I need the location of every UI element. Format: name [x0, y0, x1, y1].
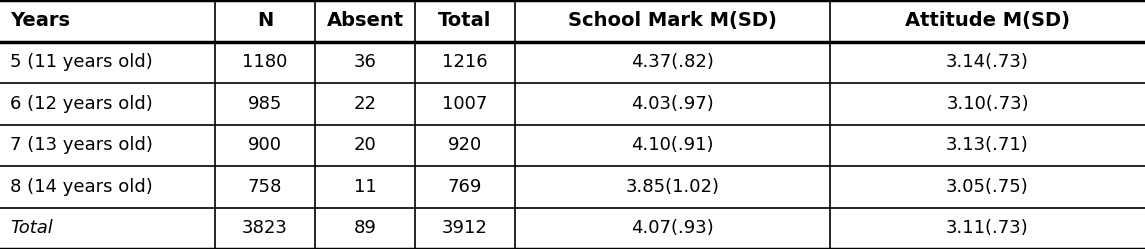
Text: 89: 89: [354, 219, 377, 237]
Text: 3.14(.73): 3.14(.73): [946, 53, 1029, 71]
Text: 3.05(.75): 3.05(.75): [946, 178, 1029, 196]
Text: 8 (14 years old): 8 (14 years old): [10, 178, 152, 196]
Text: 22: 22: [354, 95, 377, 113]
Text: N: N: [256, 11, 274, 30]
Text: 900: 900: [248, 136, 282, 154]
Text: 4.07(.93): 4.07(.93): [631, 219, 713, 237]
Text: 4.10(.91): 4.10(.91): [631, 136, 713, 154]
Text: 3.11(.73): 3.11(.73): [946, 219, 1029, 237]
Text: 20: 20: [354, 136, 377, 154]
Text: 758: 758: [247, 178, 282, 196]
Text: 3.85(1.02): 3.85(1.02): [625, 178, 719, 196]
Text: 769: 769: [448, 178, 482, 196]
Text: Years: Years: [10, 11, 70, 30]
Text: Attitude M(SD): Attitude M(SD): [905, 11, 1069, 30]
Text: Total: Total: [10, 219, 53, 237]
Text: 1007: 1007: [442, 95, 488, 113]
Text: 1216: 1216: [442, 53, 488, 71]
Text: 4.03(.97): 4.03(.97): [631, 95, 713, 113]
Text: Absent: Absent: [326, 11, 403, 30]
Text: Total: Total: [439, 11, 491, 30]
Text: 1180: 1180: [243, 53, 287, 71]
Text: 3912: 3912: [442, 219, 488, 237]
Text: 3823: 3823: [242, 219, 287, 237]
Text: 36: 36: [354, 53, 377, 71]
Text: 985: 985: [247, 95, 282, 113]
Text: 5 (11 years old): 5 (11 years old): [10, 53, 152, 71]
Text: 7 (13 years old): 7 (13 years old): [10, 136, 153, 154]
Text: 920: 920: [448, 136, 482, 154]
Text: 3.10(.73): 3.10(.73): [946, 95, 1029, 113]
Text: 6 (12 years old): 6 (12 years old): [10, 95, 152, 113]
Text: 4.37(.82): 4.37(.82): [631, 53, 714, 71]
Text: School Mark M(SD): School Mark M(SD): [568, 11, 777, 30]
Text: 3.13(.71): 3.13(.71): [946, 136, 1029, 154]
Text: 11: 11: [354, 178, 377, 196]
